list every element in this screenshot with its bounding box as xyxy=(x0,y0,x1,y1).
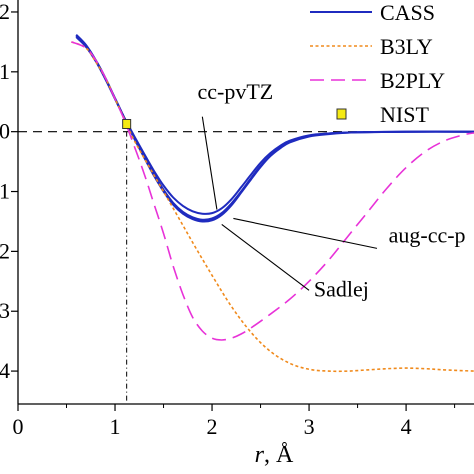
series-line-b2ply-dashed xyxy=(71,41,474,341)
y-tick-label: 1 xyxy=(0,59,10,84)
annotation-label: aug-cc-p xyxy=(389,222,466,247)
y-tick-label: 2 xyxy=(0,0,10,24)
series-line-cass-aug-cc-p xyxy=(75,34,474,221)
legend-label: B2PLY xyxy=(380,68,445,93)
x-tick-label: 2 xyxy=(207,414,218,439)
x-axis-title-unit: , Å xyxy=(264,442,294,468)
annotation-label: cc-pvTZ xyxy=(197,79,273,104)
series-lines xyxy=(71,34,474,373)
x-tick-label: 4 xyxy=(401,414,412,439)
legend-swatch-nist xyxy=(336,108,347,120)
legend-label: B3LY xyxy=(380,34,433,59)
series-line-cass-sadlej xyxy=(75,35,474,223)
annotations: cc-pvTZ aug-cc-p Sadlej xyxy=(197,79,465,302)
annotation-label: Sadlej xyxy=(314,276,369,301)
leader-line xyxy=(201,116,218,210)
y-tick-label: 2 xyxy=(0,238,10,263)
x-tick-label: 1 xyxy=(110,414,121,439)
x-axis-title-variable: r xyxy=(255,442,265,468)
x-tick-label: 0 xyxy=(13,414,24,439)
x-tick-label: 3 xyxy=(304,414,315,439)
y-tick-label: 0 xyxy=(0,119,10,144)
y-tick-label: 1 xyxy=(0,179,10,204)
x-axis-title: r, Å xyxy=(255,442,294,468)
leader-line xyxy=(233,217,378,249)
reference-lines xyxy=(18,131,474,404)
legend-label: CASS xyxy=(380,0,435,25)
leader-line xyxy=(221,224,310,291)
y-tick-label: 3 xyxy=(0,298,10,323)
y-tick-label: 4 xyxy=(0,358,10,383)
legend: CASS B3LY B2PLY NIST xyxy=(310,0,445,127)
nist-marker xyxy=(122,118,132,129)
legend-label: NIST xyxy=(380,102,429,127)
